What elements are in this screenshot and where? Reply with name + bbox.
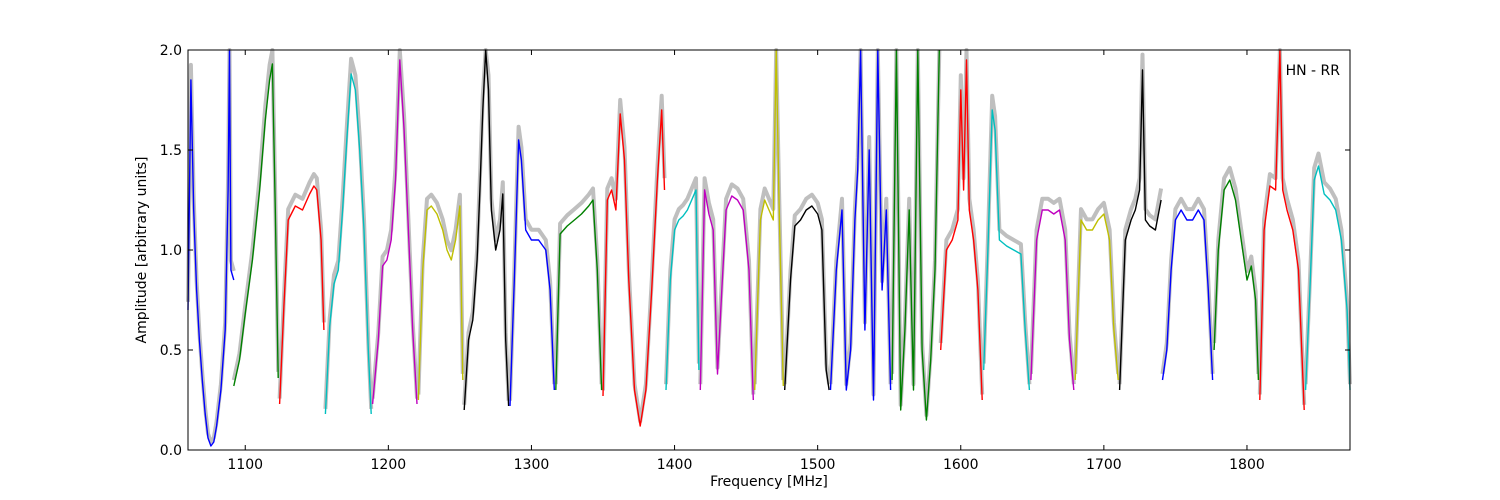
x-tick-label: 1500 [800,457,836,473]
series-segment-line [233,63,279,387]
series-segment-line [187,49,235,447]
series-segment-line [278,185,325,405]
y-axis: 0.0 0.5 1.0 1.5 2.0 [160,43,1350,459]
series-segment-line [940,59,983,401]
x-tick-label: 1800 [1229,457,1265,473]
series-segment-line [1213,179,1260,381]
reference-segment [664,176,701,385]
x-axis: 1100 1200 1300 1400 1500 1600 1700 1800 [227,50,1265,473]
reference-segment [1212,165,1261,374]
series-segment-line [509,139,555,407]
y-tick-label: 0.5 [160,343,182,359]
y-tick-label: 1.5 [160,143,182,159]
x-tick-label: 1400 [657,457,693,473]
plot-area [186,48,1352,451]
series-segment-line [1259,49,1305,411]
series-segment-line [1304,165,1351,391]
series-segment-line [891,49,940,421]
plot-background [188,50,1350,450]
series-segment-line [1118,69,1162,391]
series-segment-line [555,199,603,391]
series-segment-line [1161,209,1214,381]
series-segment-line [665,189,700,391]
series-segment-line [371,59,418,405]
series-segment-line [699,189,754,401]
y-tick-label: 0.0 [160,443,182,459]
series-segment-line [417,205,464,401]
x-tick-label: 1200 [371,457,407,473]
x-tick-label: 1600 [943,457,979,473]
series-segment-line [983,109,1031,391]
x-tick-label: 1700 [1086,457,1122,473]
y-axis-label: Amplitude [arbitrary units] [134,157,150,344]
x-axis-label: Frequency [MHz] [710,474,828,490]
x-tick-label: 1300 [514,457,550,473]
series-segment-line [602,109,666,427]
series-layer [187,49,1351,447]
series-segment-line [324,73,372,415]
plot-annotation: HN - RR [1286,63,1341,79]
series-segment-line [1030,209,1075,391]
x-tick-label: 1100 [227,457,263,473]
series-segment-line [463,49,510,411]
series-segment-line [1074,213,1119,381]
series-segment-line [754,49,784,391]
series-segment-line [784,205,830,391]
y-tick-label: 1.0 [160,243,182,259]
y-tick-label: 2.0 [160,43,182,59]
reference-segment [416,192,465,395]
